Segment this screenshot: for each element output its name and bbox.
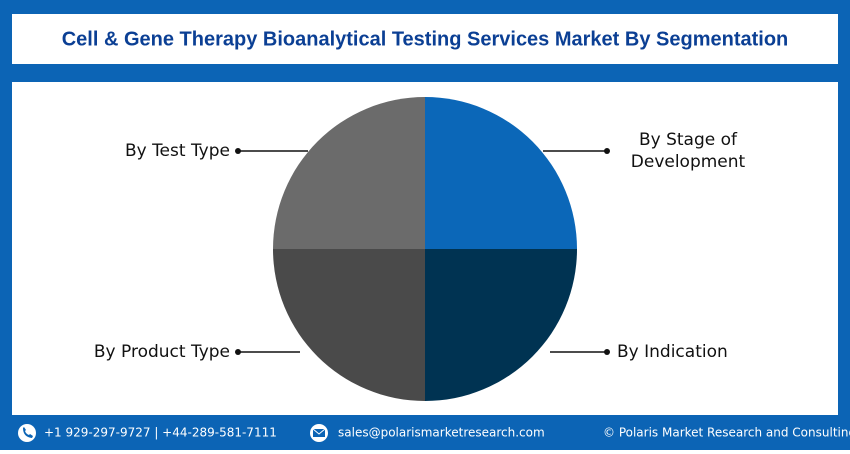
connector-dots [235, 148, 610, 355]
dot [235, 148, 241, 154]
connectors [238, 150, 607, 353]
phone-icon [18, 424, 36, 442]
icon-glyph [23, 427, 33, 438]
email-icon [310, 424, 328, 442]
segment-label: By Stage of [639, 130, 738, 150]
footer-copyright: © Polaris Market Research and Consulting… [603, 426, 850, 440]
segment-label: By Indication [617, 342, 728, 362]
segment-label: By Test Type [125, 141, 230, 161]
icon-glyph [313, 429, 325, 437]
footer-email: sales@polarismarketresearch.com [338, 426, 545, 440]
dot [604, 148, 610, 154]
title-box [12, 14, 838, 64]
pie-slice [425, 97, 577, 249]
pie-slice [273, 97, 425, 249]
segment-label: By Product Type [94, 342, 230, 362]
dot [235, 349, 241, 355]
icon-bg [18, 424, 36, 442]
pie-slice [273, 249, 425, 401]
pie [273, 97, 577, 401]
dot [604, 349, 610, 355]
segment-label: Development [631, 152, 746, 172]
pie-slice [425, 249, 577, 401]
title: Cell & Gene Therapy Bioanalytical Testin… [62, 28, 789, 50]
footer-phone: +1 929-297-9727 | +44-289-581-7111 [44, 426, 277, 440]
icon-glyph [312, 428, 326, 435]
